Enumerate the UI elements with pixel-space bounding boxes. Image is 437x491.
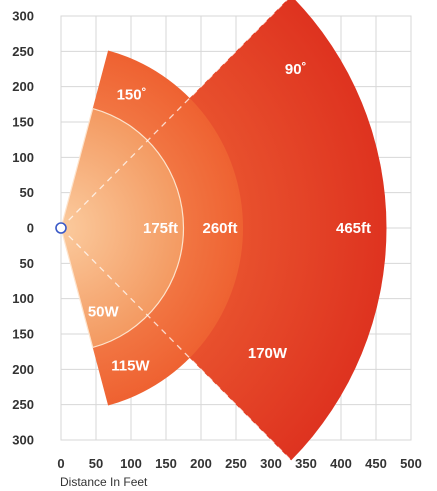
x-tick-label: 150: [155, 456, 177, 471]
y-tick-label: 0: [27, 221, 34, 236]
x-tick-label: 300: [260, 456, 282, 471]
y-tick-label: 300: [12, 433, 34, 448]
y-tick-label: 50: [20, 185, 34, 200]
beam-angle-label: 150˚: [117, 86, 147, 103]
y-tick-label: 100: [12, 291, 34, 306]
power-label: 115W: [111, 358, 150, 375]
y-tick-label: 50: [20, 256, 34, 271]
x-tick-label: 100: [120, 456, 142, 471]
y-tick-label: 250: [12, 44, 34, 59]
range-label: 260ft: [202, 220, 237, 237]
y-tick-label: 200: [12, 362, 34, 377]
x-tick-label: 350: [295, 456, 317, 471]
origin-marker: [55, 222, 67, 234]
beam-angle-label: 90˚: [285, 61, 307, 78]
y-tick-label: 250: [12, 397, 34, 412]
power-label: 170W: [248, 345, 288, 362]
power-label: 50W: [88, 304, 120, 321]
x-tick-label: 50: [89, 456, 103, 471]
x-tick-label: 0: [57, 456, 64, 471]
x-tick-label: 500: [400, 456, 422, 471]
y-tick-label: 150: [12, 327, 34, 342]
y-tick-label: 200: [12, 79, 34, 94]
x-tick-label: 250: [225, 456, 247, 471]
y-tick-label: 150: [12, 115, 34, 130]
x-tick-label: 200: [190, 456, 212, 471]
x-axis-label: Distance In Feet: [60, 475, 148, 489]
sector-50w: [60, 107, 185, 349]
range-label: 465ft: [336, 220, 371, 237]
beam-sectors: [60, 0, 387, 461]
annotations: 465ft 90˚ 170W 260ft 150˚ 115W 175ft 50W: [88, 61, 371, 374]
x-tick-label: 450: [365, 456, 387, 471]
y-tick-label: 300: [12, 9, 34, 24]
x-tick-label: 400: [330, 456, 352, 471]
range-label: 175ft: [143, 220, 178, 237]
y-tick-label: 100: [12, 150, 34, 165]
